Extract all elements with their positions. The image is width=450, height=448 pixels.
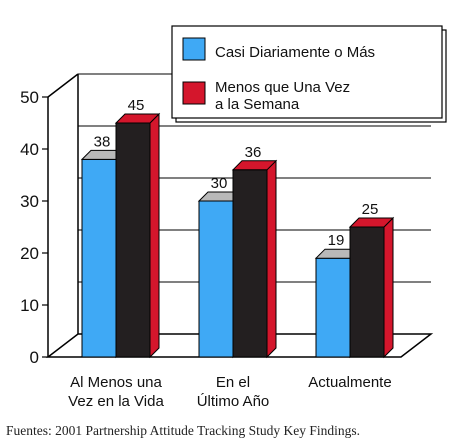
category-label: Actualmente xyxy=(308,374,391,391)
bar-side xyxy=(149,112,160,359)
source-note: Fuentes: 2001 Partnership Attitude Track… xyxy=(6,423,361,438)
y-tick-label: 10 xyxy=(20,296,39,315)
legend-label: Casi Diariamente o Más xyxy=(215,44,375,61)
bar-side xyxy=(383,216,394,359)
legend: Casi Diariamente o Más Menos que Una Veza… xyxy=(171,25,447,123)
value-label: 30 xyxy=(211,175,228,192)
value-label: 25 xyxy=(362,201,379,218)
chart-axes xyxy=(45,73,434,358)
legend-label: Menos que Una Vez xyxy=(215,79,350,96)
y-tick-label: 50 xyxy=(20,88,39,107)
y-tick-label: 40 xyxy=(20,140,39,159)
bar xyxy=(232,169,268,358)
bar xyxy=(198,200,234,358)
category-label: Último Año xyxy=(197,393,270,410)
y-tick-label: 20 xyxy=(20,244,39,263)
bars xyxy=(80,112,395,359)
value-label: 38 xyxy=(94,133,111,150)
bar-top xyxy=(231,160,278,171)
category-label: Vez en la Vida xyxy=(68,393,164,410)
legend-label: a la Semana xyxy=(215,96,300,113)
bar xyxy=(115,122,151,358)
y-tick-label: 30 xyxy=(20,192,39,211)
category-label: En el xyxy=(216,374,250,391)
bar xyxy=(81,158,117,358)
value-label: 45 xyxy=(128,97,145,114)
bar xyxy=(315,257,351,358)
legend-swatch xyxy=(182,81,206,105)
value-label: 36 xyxy=(245,144,262,161)
y-tick-label: 0 xyxy=(30,348,39,367)
bar xyxy=(349,226,385,358)
chart-floor xyxy=(45,333,434,358)
bar-top xyxy=(348,217,395,228)
value-label: 19 xyxy=(328,232,345,249)
legend-frame xyxy=(171,25,443,119)
value-labels: 38 45 30 36 19 25 xyxy=(94,97,379,249)
legend-swatch xyxy=(182,37,206,61)
category-labels: Al Menos una Vez en la Vida En el Último Añ… xyxy=(68,374,392,410)
bar-top xyxy=(114,113,161,124)
category-label: Al Menos una xyxy=(70,374,162,391)
y-axis-ticks: 0 10 20 30 40 50 xyxy=(20,88,48,367)
bar-side xyxy=(266,159,277,359)
y-axis-top-edge xyxy=(47,73,79,98)
